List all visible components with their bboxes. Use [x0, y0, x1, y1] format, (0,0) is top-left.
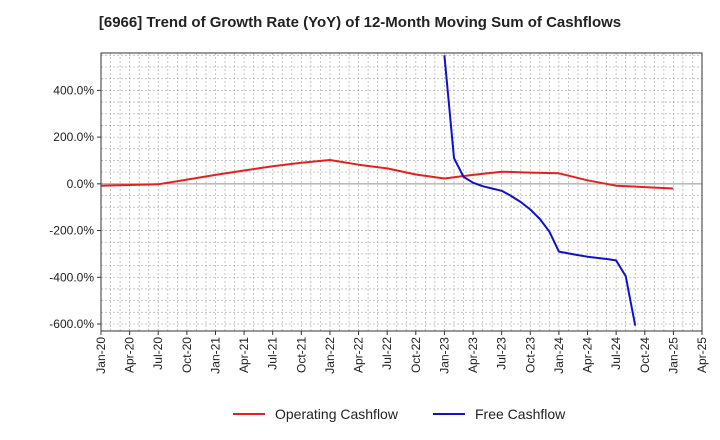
x-tick-label: Oct-23: [523, 337, 537, 373]
x-tick-label: Apr-24: [581, 337, 595, 373]
x-tick-label: Apr-25: [695, 337, 709, 373]
y-tick-label: 0.0%: [67, 177, 95, 191]
x-tick-label: Jan-21: [208, 337, 222, 374]
series-line-operating-cashflow: [100, 159, 674, 190]
y-tick-label: 200.0%: [53, 130, 94, 144]
x-tick-label: Jan-23: [437, 337, 451, 374]
legend: Operating Cashflow Free Cashflow: [233, 406, 566, 422]
x-tick-label: Oct-24: [638, 337, 652, 373]
x-tick-label: Jan-25: [666, 337, 680, 374]
chart-title: [6966] Trend of Growth Rate (YoY) of 12-…: [98, 14, 622, 31]
x-tick-label: Jul-22: [380, 337, 394, 370]
x-tick-label: Jul-20: [151, 337, 165, 370]
x-tick-label: Jan-22: [323, 337, 337, 374]
x-tick-label: Oct-22: [409, 337, 423, 373]
x-tick-label: Apr-22: [352, 337, 366, 373]
x-tick-label: Jan-24: [552, 337, 566, 374]
y-tick-label: -400.0%: [49, 270, 94, 284]
y-tick-label: -600.0%: [49, 317, 94, 331]
x-tick-label: Jul-21: [266, 337, 280, 370]
x-tick-label: Jul-23: [495, 337, 509, 370]
series-line-free-cashflow: [443, 55, 637, 326]
x-tick-label: Jul-24: [609, 337, 623, 370]
x-tick-label: Oct-21: [294, 337, 308, 373]
x-tick-label: Jan-20: [94, 337, 108, 374]
y-tick-label: -200.0%: [49, 224, 94, 238]
x-tick-label: Oct-20: [180, 337, 194, 373]
legend-label: Free Cashflow: [475, 406, 566, 422]
x-tick-label: Apr-23: [466, 337, 480, 373]
x-tick-label: Apr-21: [237, 337, 251, 373]
x-tick-label: Apr-20: [123, 337, 137, 373]
plot-frame: [100, 52, 703, 332]
legend-label: Operating Cashflow: [275, 406, 399, 422]
y-tick-label: 400.0%: [53, 83, 94, 97]
